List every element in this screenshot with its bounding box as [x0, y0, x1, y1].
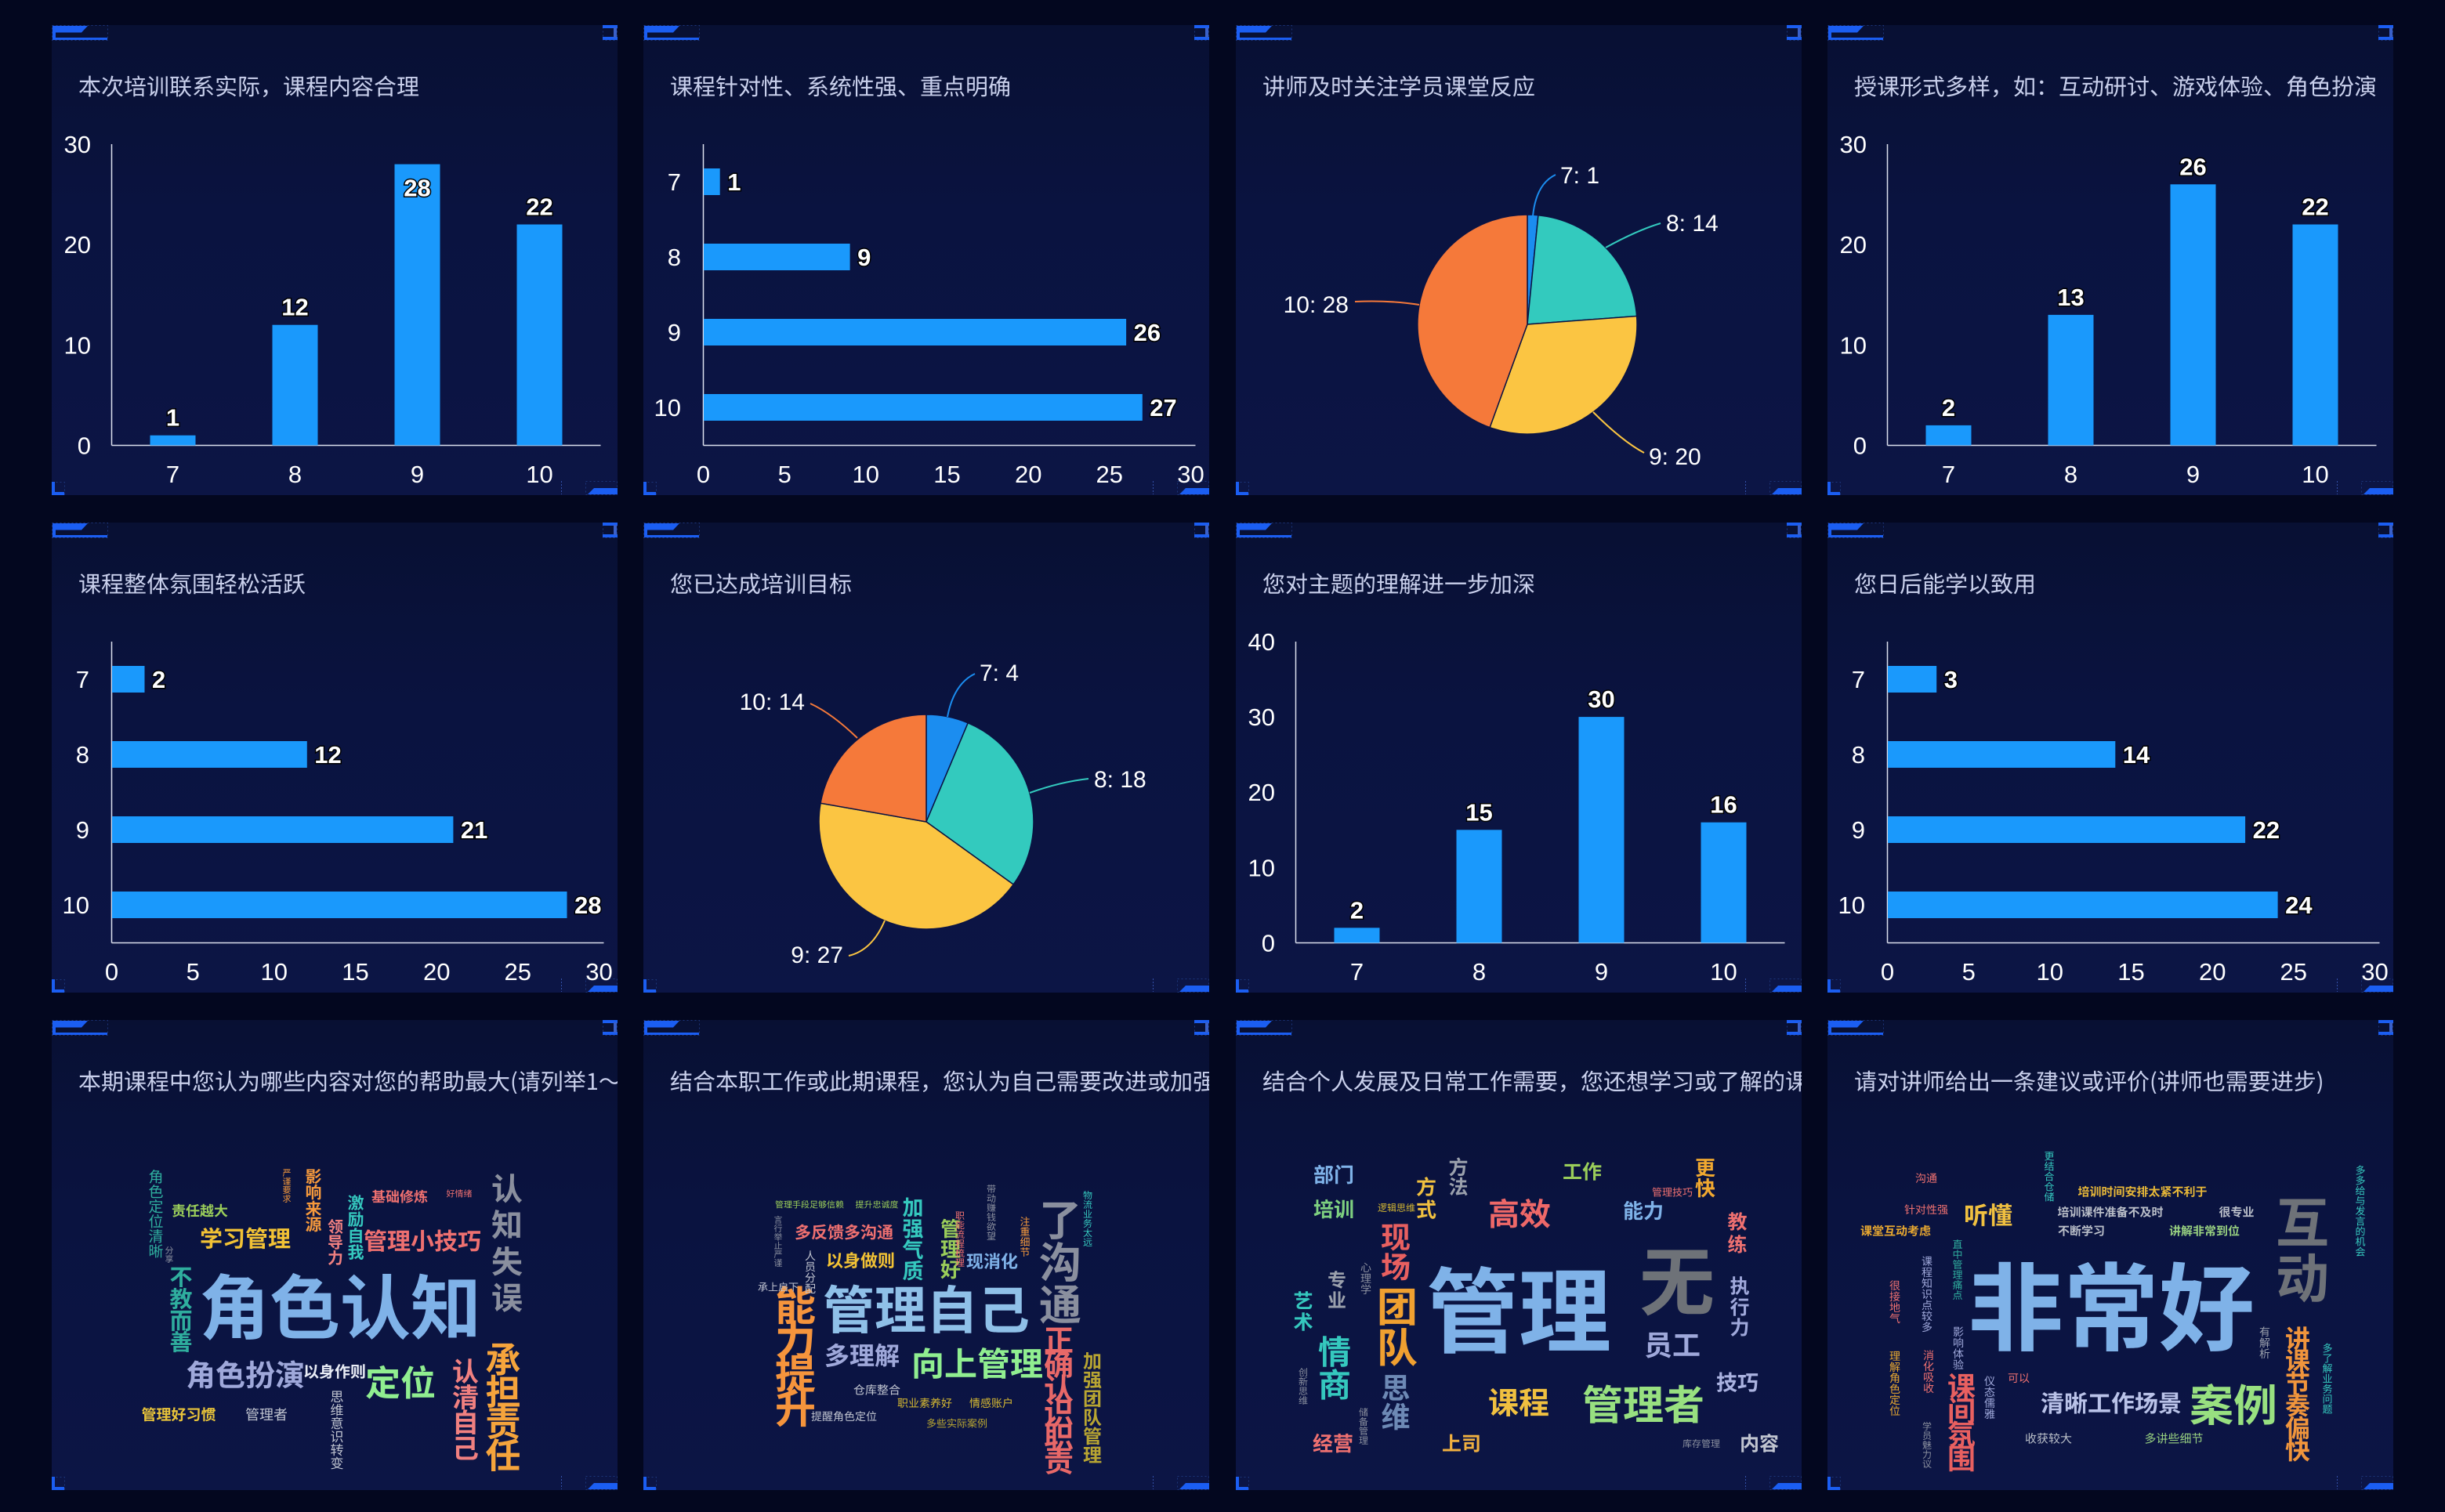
svg-text:15: 15	[933, 461, 960, 488]
svg-text:28: 28	[404, 175, 430, 202]
svg-text:10: 10	[2302, 461, 2328, 488]
svg-text:2: 2	[1942, 394, 1955, 421]
svg-text:10: 14: 10: 14	[740, 689, 805, 715]
svg-text:30: 30	[2361, 958, 2388, 986]
svg-text:3: 3	[1944, 666, 1958, 693]
svg-text:1: 1	[727, 168, 741, 196]
svg-text:2: 2	[152, 666, 165, 693]
svg-text:7: 7	[668, 168, 681, 196]
svg-text:7: 7	[1350, 958, 1364, 986]
svg-text:10: 10	[2037, 958, 2063, 986]
svg-text:16: 16	[1710, 791, 1737, 819]
svg-text:12: 12	[314, 741, 341, 769]
svg-text:9: 27: 9: 27	[791, 942, 843, 968]
svg-text:8: 8	[668, 244, 681, 271]
svg-text:22: 22	[2253, 816, 2280, 844]
svg-text:7: 7	[1942, 461, 1955, 488]
svg-text:30: 30	[1840, 131, 1867, 158]
svg-text:8: 8	[1852, 741, 1865, 769]
svg-text:0: 0	[1881, 958, 1894, 986]
svg-text:10: 10	[64, 331, 91, 359]
svg-text:8: 18: 8: 18	[1094, 767, 1146, 793]
svg-text:25: 25	[1096, 461, 1123, 488]
svg-text:10: 28: 10: 28	[1284, 292, 1349, 318]
svg-text:20: 20	[423, 958, 450, 986]
svg-text:30: 30	[64, 131, 91, 158]
svg-text:8: 8	[1472, 958, 1486, 986]
svg-text:7: 7	[166, 461, 179, 488]
svg-text:9: 9	[1852, 816, 1865, 844]
svg-text:8: 8	[288, 461, 302, 488]
svg-text:12: 12	[281, 294, 308, 321]
svg-text:14: 14	[2123, 741, 2150, 769]
svg-text:0: 0	[78, 432, 91, 460]
svg-text:10: 10	[63, 892, 89, 919]
svg-text:10: 10	[526, 461, 552, 488]
svg-text:5: 5	[778, 461, 791, 488]
svg-text:20: 20	[64, 231, 91, 259]
svg-text:40: 40	[1248, 628, 1275, 656]
svg-text:9: 9	[857, 244, 871, 271]
svg-text:28: 28	[574, 892, 601, 919]
svg-text:26: 26	[2179, 153, 2206, 180]
svg-text:7: 7	[76, 666, 89, 693]
svg-text:10: 10	[654, 394, 681, 421]
svg-text:0: 0	[1853, 432, 1867, 460]
svg-text:5: 5	[187, 958, 200, 986]
svg-text:8: 8	[2064, 461, 2077, 488]
svg-text:10: 10	[1248, 854, 1275, 881]
svg-text:20: 20	[1840, 231, 1867, 259]
svg-text:22: 22	[2302, 194, 2328, 221]
svg-text:10: 10	[261, 958, 288, 986]
svg-text:30: 30	[1177, 461, 1204, 488]
svg-text:9: 9	[668, 319, 681, 346]
svg-text:0: 0	[697, 461, 710, 488]
svg-text:10: 10	[1838, 892, 1865, 919]
svg-text:25: 25	[505, 958, 531, 986]
svg-text:10: 10	[1710, 958, 1737, 986]
svg-text:10: 10	[1840, 331, 1867, 359]
svg-text:7: 7	[1852, 666, 1865, 693]
svg-text:9: 9	[2186, 461, 2200, 488]
svg-text:0: 0	[1262, 930, 1275, 957]
svg-text:9: 9	[411, 461, 424, 488]
svg-text:1: 1	[166, 404, 179, 432]
svg-text:8: 14: 8: 14	[1666, 211, 1719, 237]
svg-text:9: 20: 9: 20	[1649, 444, 1701, 470]
svg-text:0: 0	[105, 958, 118, 986]
svg-text:15: 15	[2117, 958, 2144, 986]
svg-text:7: 4: 7: 4	[980, 660, 1019, 686]
svg-text:27: 27	[1150, 394, 1176, 421]
svg-text:5: 5	[1962, 958, 1976, 986]
svg-text:30: 30	[1248, 704, 1275, 731]
svg-text:10: 10	[853, 461, 879, 488]
svg-text:22: 22	[526, 194, 552, 221]
svg-text:15: 15	[342, 958, 368, 986]
svg-text:9: 9	[76, 816, 89, 844]
svg-text:24: 24	[2285, 892, 2313, 919]
svg-text:20: 20	[2199, 958, 2226, 986]
svg-text:20: 20	[1015, 461, 1041, 488]
svg-text:30: 30	[1588, 685, 1614, 713]
svg-text:25: 25	[2280, 958, 2307, 986]
svg-text:20: 20	[1248, 779, 1275, 806]
svg-text:30: 30	[585, 958, 612, 986]
svg-text:8: 8	[76, 741, 89, 769]
svg-text:7: 1: 7: 1	[1560, 163, 1599, 189]
svg-text:9: 9	[1595, 958, 1608, 986]
svg-text:26: 26	[1134, 319, 1161, 346]
svg-text:15: 15	[1465, 798, 1492, 826]
svg-text:2: 2	[1350, 896, 1364, 924]
svg-text:13: 13	[2057, 284, 2084, 311]
svg-text:21: 21	[461, 816, 487, 844]
